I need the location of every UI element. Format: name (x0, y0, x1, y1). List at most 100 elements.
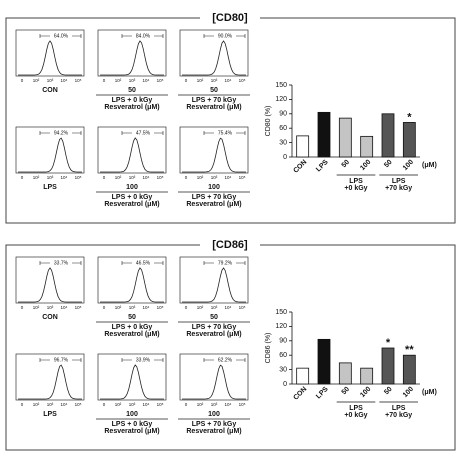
gate-label-bg (50, 260, 72, 266)
hist-tick-label: 0 (21, 305, 24, 310)
y-tick-label: 120 (275, 323, 287, 330)
significance: * (407, 111, 412, 123)
panel-title: [CD80] (212, 12, 248, 24)
histogram-frame (15, 126, 85, 174)
histogram-curve (100, 267, 164, 303)
hist-caption: 100 (126, 411, 138, 418)
histogram-frame (179, 256, 249, 304)
hist-tick-label: 0 (103, 175, 106, 180)
histogram-curve (100, 137, 164, 173)
histogram-curve (18, 364, 82, 400)
hist-tick-label: 10⁵ (75, 305, 82, 310)
histogram-frame (15, 353, 85, 401)
hist-tick-label: 10⁵ (157, 402, 164, 407)
histogram-frame (179, 353, 249, 401)
histogram-frame (15, 29, 85, 77)
significance: * (386, 337, 391, 349)
x-tick-label: 100 (402, 159, 415, 172)
hist-tick-label: 10⁴ (143, 305, 150, 310)
y-tick-label: 30 (279, 139, 287, 146)
hist-tick-label: 10³ (211, 402, 218, 407)
gate-label-bg (214, 260, 236, 266)
hist-tick-label: 0 (21, 78, 24, 83)
x-tick-label: 50 (383, 386, 394, 397)
hist-caption: Resveratrol (μM) (186, 201, 241, 208)
x-tick-label: 50 (341, 159, 352, 170)
significance: ** (405, 344, 414, 356)
histogram-frame (97, 353, 167, 401)
panel-title: [CD86] (212, 239, 248, 251)
y-axis-label: CD86 (%) (265, 333, 272, 364)
x-tick-label: 50 (341, 386, 352, 397)
histogram-frame (179, 29, 249, 77)
hist-caption: LPS (43, 411, 57, 418)
bar (338, 117, 352, 158)
bar (317, 111, 331, 158)
hist-caption: 50 (210, 87, 218, 94)
hist-caption: Resveratrol (μM) (104, 428, 159, 435)
hist-tick-label: 10³ (211, 78, 218, 83)
hist-tick-label: 0 (21, 175, 24, 180)
x-tick-label: CON (292, 159, 308, 175)
hist-caption: LPS + 70 kGy (192, 324, 237, 331)
histogram-curve (182, 40, 246, 76)
hist-tick-label: 10⁵ (75, 175, 82, 180)
hist-tick-label: 10² (33, 402, 40, 407)
gate-label-bg (132, 130, 154, 136)
gate-percent: 62.2% (218, 357, 233, 363)
hist-tick-label: 10⁴ (143, 175, 150, 180)
x-tick-label: 50 (383, 159, 394, 170)
hist-tick-label: 10⁴ (225, 78, 232, 83)
hist-tick-label: 10³ (129, 175, 136, 180)
group-label: LPS (392, 178, 406, 185)
y-axis-label: CD80 (%) (265, 106, 272, 137)
hist-caption: Resveratrol (μM) (186, 104, 241, 111)
y-tick-label: 30 (279, 366, 287, 373)
gate-label-bg (132, 260, 154, 266)
hist-tick-label: 10⁴ (61, 402, 68, 407)
histogram-curve (18, 137, 82, 173)
gate-percent: 90.0% (218, 33, 233, 39)
title-bg (200, 11, 260, 25)
hist-caption: LPS + 70 kGy (192, 194, 237, 201)
hist-tick-label: 10⁵ (75, 402, 82, 407)
bar (381, 347, 395, 385)
x-tick-label: LPS (315, 386, 330, 401)
bar (317, 338, 331, 385)
hist-tick-label: 10³ (129, 305, 136, 310)
hist-tick-label: 10³ (211, 305, 218, 310)
hist-caption: Resveratrol (μM) (104, 201, 159, 208)
group-label: +70 kGy (385, 185, 412, 192)
hist-tick-label: 10⁴ (225, 402, 232, 407)
gate-percent: 47.5% (136, 130, 151, 136)
hist-caption: Resveratrol (μM) (104, 104, 159, 111)
y-tick-label: 90 (279, 338, 287, 345)
histogram-curve (182, 137, 246, 173)
hist-tick-label: 10⁵ (157, 305, 164, 310)
y-tick-label: 60 (279, 352, 287, 359)
gate-percent: 46.5% (136, 260, 151, 266)
gate-percent: 94.2% (54, 130, 69, 136)
x-tick-label: 100 (359, 159, 372, 172)
gate-label-bg (132, 357, 154, 363)
hist-caption: 50 (128, 314, 136, 321)
bar (402, 354, 416, 385)
hist-caption: 100 (208, 411, 220, 418)
hist-tick-label: 0 (103, 402, 106, 407)
gate-percent: 84.0% (136, 33, 151, 39)
bar (338, 362, 352, 385)
hist-tick-label: 10⁵ (157, 175, 164, 180)
gate-label-bg (214, 33, 236, 39)
hist-tick-label: 10² (33, 175, 40, 180)
y-tick-label: 0 (283, 154, 287, 161)
hist-caption: LPS + 0 kGy (112, 421, 153, 428)
hist-tick-label: 10² (115, 78, 122, 83)
group-label: LPS (349, 178, 363, 185)
bar (381, 113, 395, 158)
hist-tick-label: 0 (103, 305, 106, 310)
group-label: +70 kGy (385, 412, 412, 419)
y-tick-label: 0 (283, 381, 287, 388)
gate-percent: 33.7% (54, 260, 69, 266)
gate-percent: 96.7% (54, 357, 69, 363)
hist-tick-label: 10² (197, 175, 204, 180)
